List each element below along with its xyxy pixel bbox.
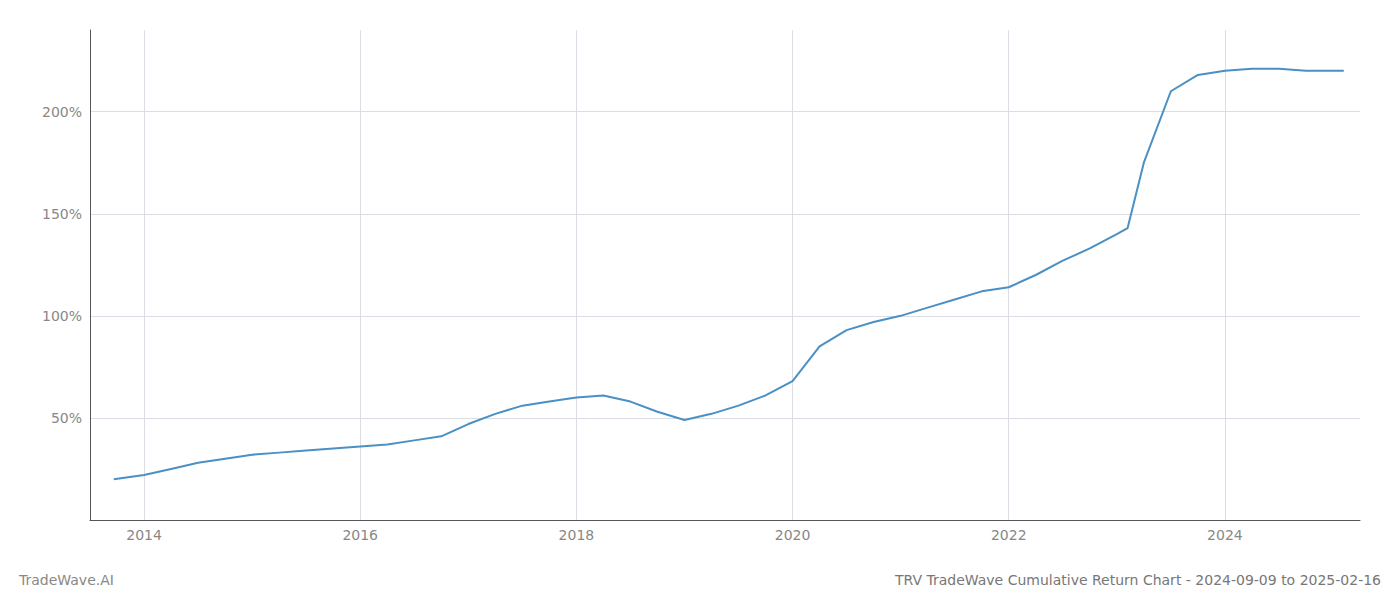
svg-text:2020: 2020 bbox=[775, 527, 811, 543]
svg-text:TradeWave.AI: TradeWave.AI bbox=[18, 572, 114, 588]
svg-text:150%: 150% bbox=[42, 206, 82, 222]
svg-text:100%: 100% bbox=[42, 308, 82, 324]
svg-text:TRV TradeWave Cumulative Retur: TRV TradeWave Cumulative Return Chart - … bbox=[894, 572, 1381, 588]
svg-text:2022: 2022 bbox=[991, 527, 1027, 543]
svg-text:2024: 2024 bbox=[1207, 527, 1243, 543]
svg-text:2014: 2014 bbox=[126, 527, 162, 543]
svg-text:50%: 50% bbox=[51, 410, 82, 426]
svg-text:2018: 2018 bbox=[559, 527, 595, 543]
svg-text:2016: 2016 bbox=[342, 527, 378, 543]
svg-text:200%: 200% bbox=[42, 104, 82, 120]
